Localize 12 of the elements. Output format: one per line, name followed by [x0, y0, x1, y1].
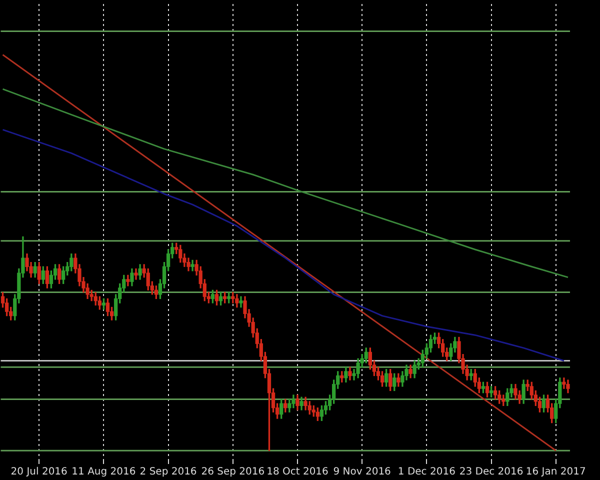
x-tick-label: 11 Aug 2016: [72, 466, 136, 478]
candlestick: [562, 378, 566, 389]
candlestick: [239, 296, 243, 308]
candlestick: [134, 268, 138, 280]
x-tick-label: 26 Sep 2016: [201, 466, 265, 478]
x-tick-label: 1 Dec 2016: [398, 466, 456, 478]
x-tick-label: 2 Sep 2016: [140, 466, 197, 478]
x-tick-label: 16 Jan 2017: [526, 466, 586, 478]
x-tick-label: 18 Oct 2016: [266, 466, 328, 478]
x-tick-label: 9 Nov 2016: [333, 466, 391, 478]
x-tick-label: 20 Jul 2016: [10, 466, 68, 478]
x-tick-label: 23 Dec 2016: [459, 466, 524, 478]
